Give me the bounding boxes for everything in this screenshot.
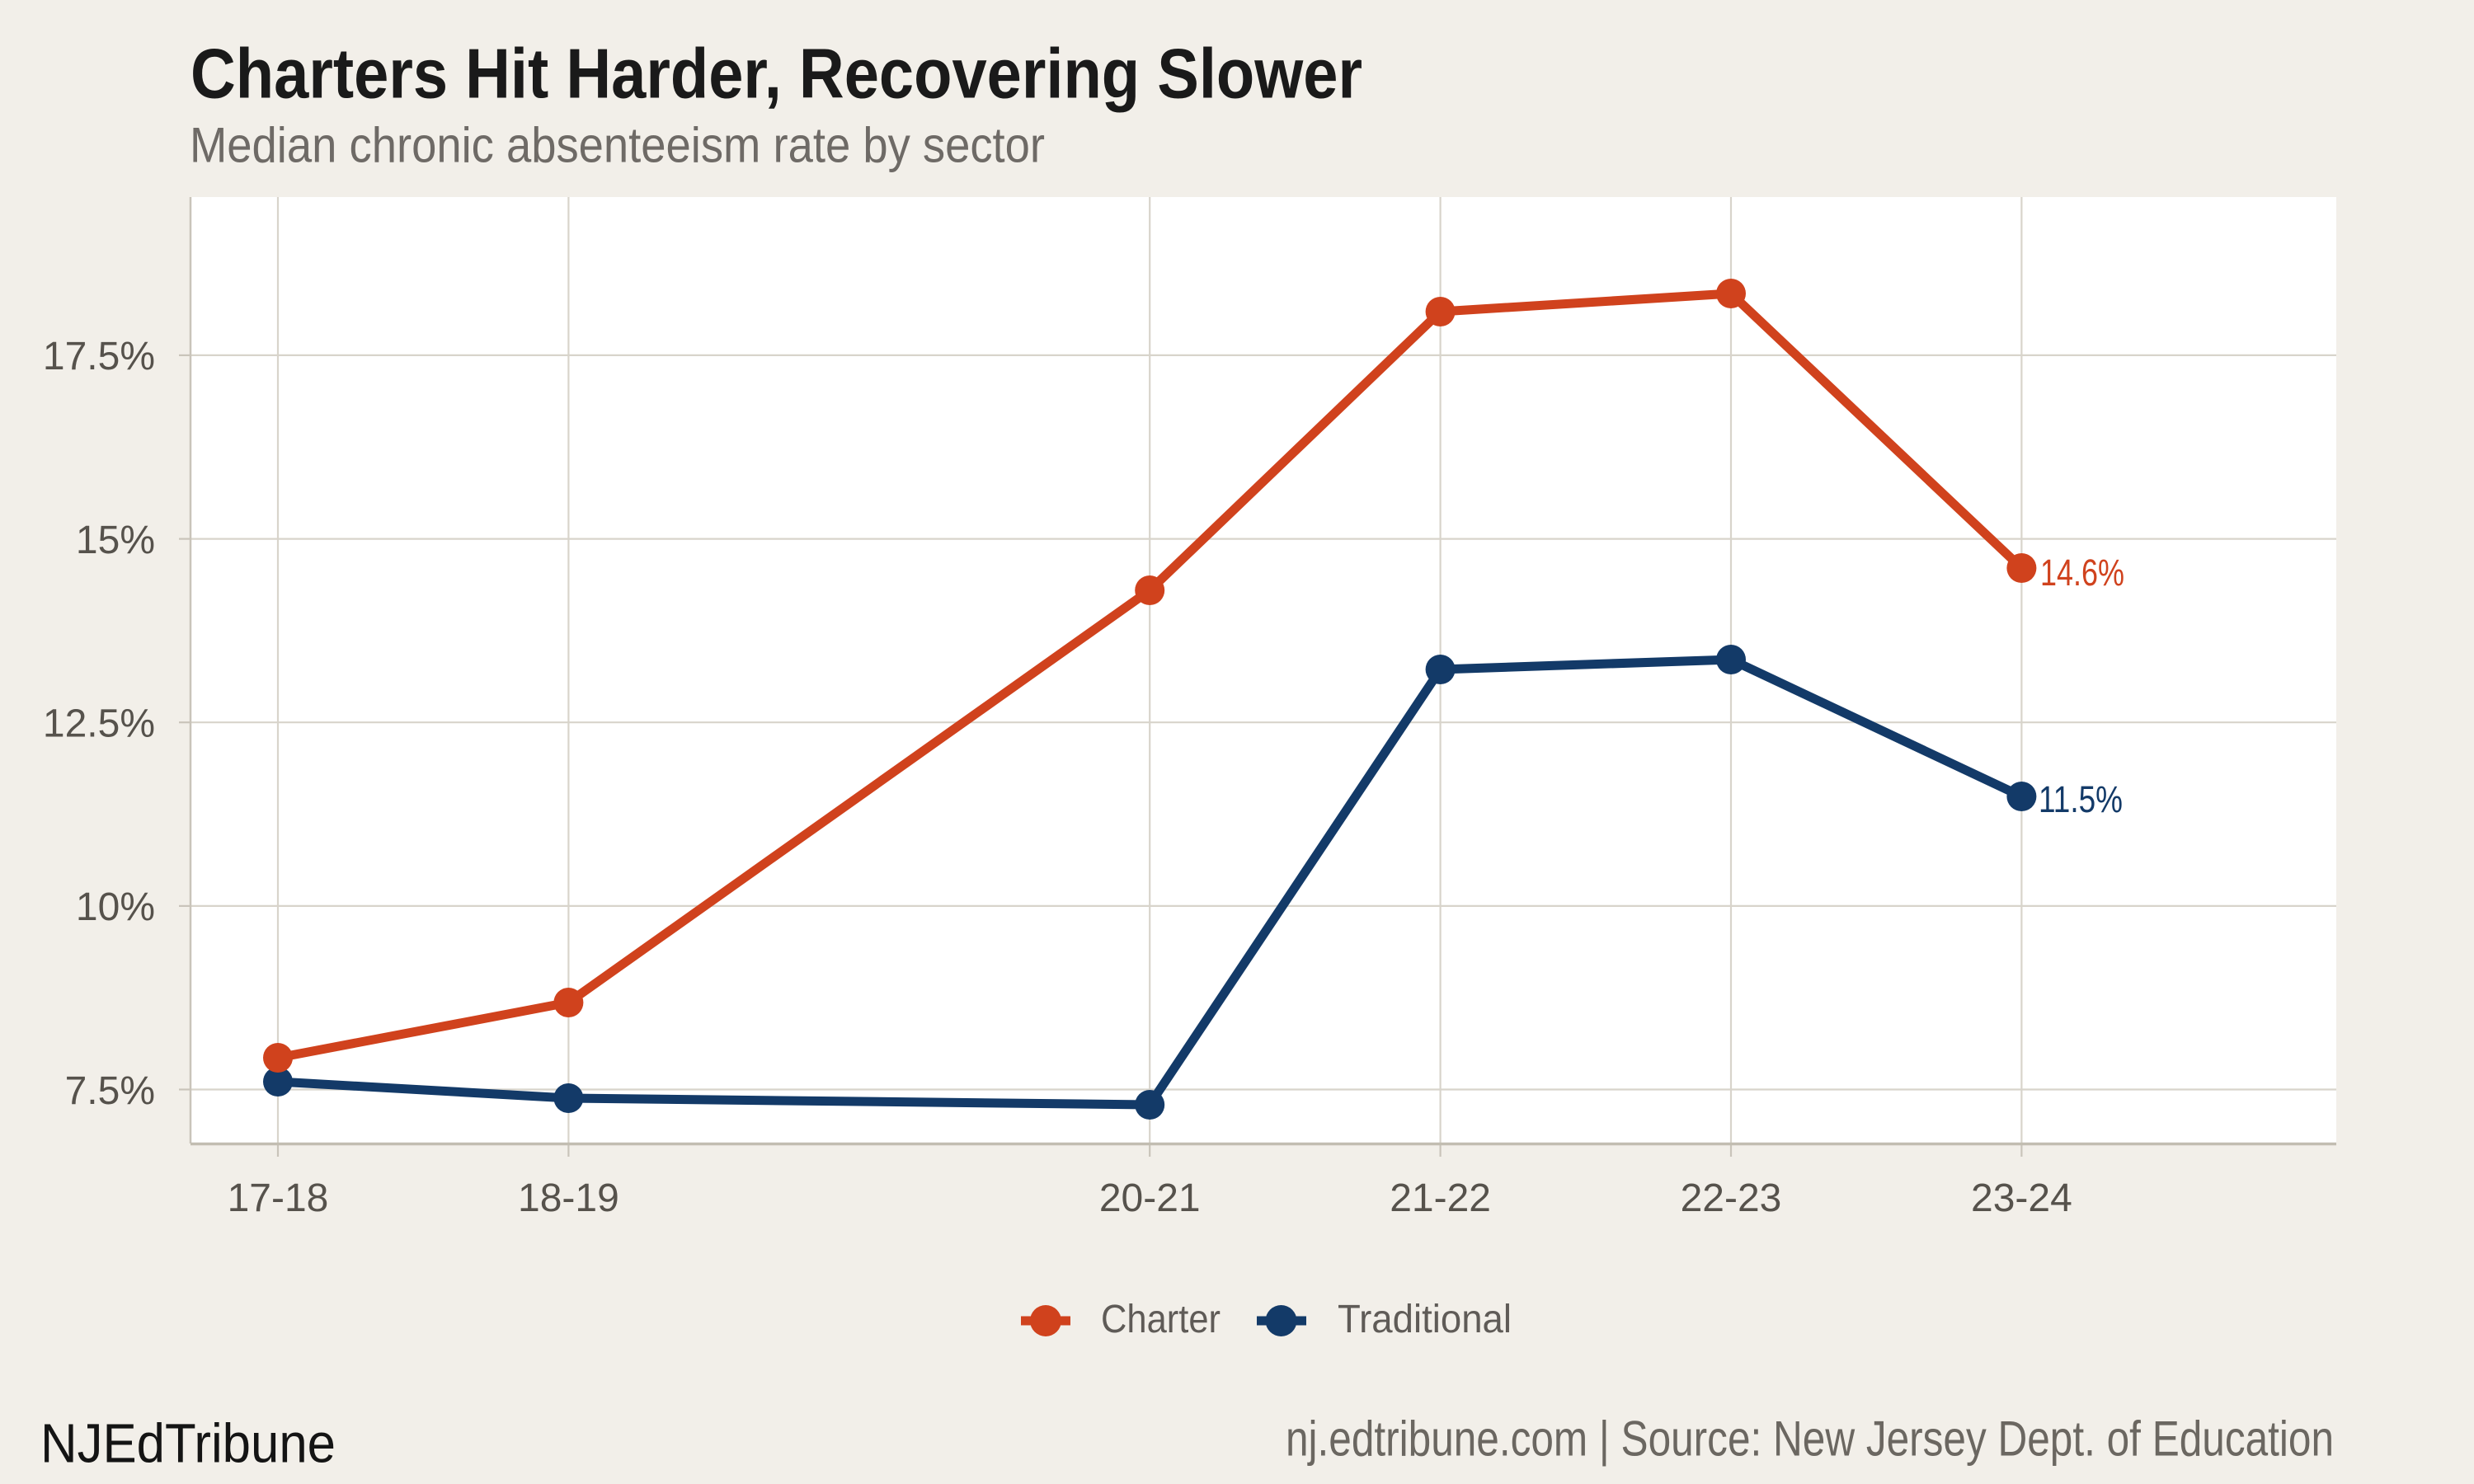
svg-text:Charter: Charter xyxy=(1101,1298,1221,1341)
svg-text:Traditional: Traditional xyxy=(1338,1298,1512,1341)
svg-text:12.5%: 12.5% xyxy=(43,702,155,746)
svg-text:nj.edtribune.com | Source: New: nj.edtribune.com | Source: New Jersey De… xyxy=(1286,1411,2334,1467)
svg-text:10%: 10% xyxy=(76,885,155,929)
svg-text:21-22: 21-22 xyxy=(1390,1176,1491,1220)
svg-text:15%: 15% xyxy=(76,519,155,562)
svg-text:Charters Hit Harder, Recoverin: Charters Hit Harder, Recovering Slower xyxy=(190,35,1362,114)
svg-text:NJEdTribune: NJEdTribune xyxy=(40,1413,336,1475)
svg-text:18-19: 18-19 xyxy=(518,1176,619,1220)
svg-text:Median chronic absenteeism rat: Median chronic absenteeism rate by secto… xyxy=(190,118,1045,173)
svg-text:20-21: 20-21 xyxy=(1099,1176,1201,1220)
svg-text:17-18: 17-18 xyxy=(228,1176,329,1220)
svg-text:23-24: 23-24 xyxy=(1971,1176,2072,1220)
svg-text:22-23: 22-23 xyxy=(1681,1176,1782,1220)
svg-text:7.5%: 7.5% xyxy=(65,1069,155,1113)
svg-text:17.5%: 17.5% xyxy=(43,335,155,378)
svg-text:11.5%: 11.5% xyxy=(2039,778,2123,820)
svg-text:14.6%: 14.6% xyxy=(2040,552,2124,594)
